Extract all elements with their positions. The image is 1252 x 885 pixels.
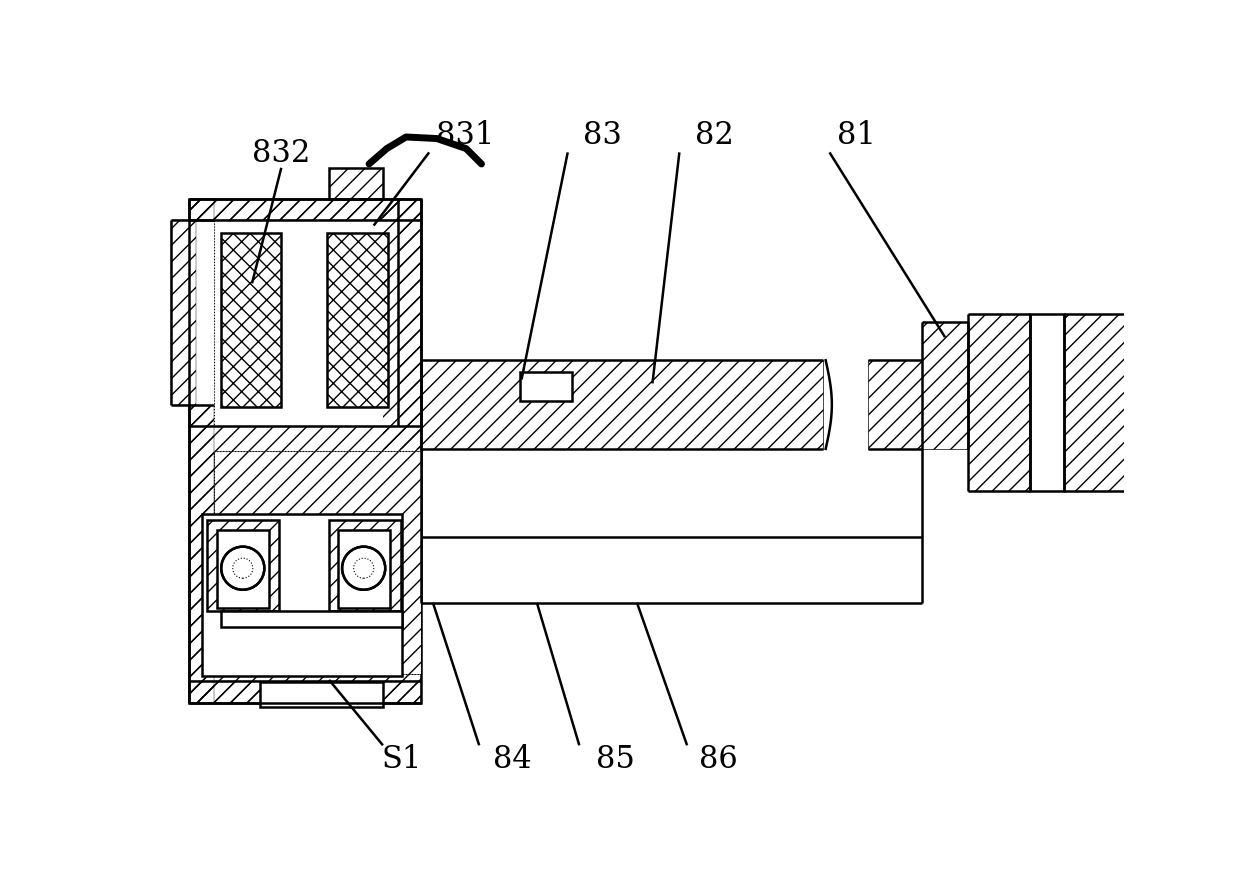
Bar — [202, 514, 402, 676]
Bar — [189, 198, 422, 220]
Text: 82: 82 — [695, 120, 734, 151]
Bar — [1029, 314, 1064, 491]
Bar — [189, 198, 422, 703]
Bar — [172, 220, 195, 405]
Bar — [218, 530, 269, 608]
Text: S1: S1 — [382, 743, 422, 774]
Bar — [214, 451, 422, 674]
Bar — [189, 198, 214, 703]
Bar — [968, 314, 1029, 491]
Bar — [329, 168, 383, 198]
Text: 85: 85 — [596, 743, 635, 774]
Bar — [259, 682, 383, 707]
Bar — [422, 360, 824, 449]
Bar — [214, 220, 398, 426]
Bar — [214, 451, 422, 674]
Bar — [214, 220, 398, 426]
Bar — [214, 451, 422, 674]
Bar — [189, 198, 214, 703]
Bar — [329, 519, 401, 611]
Bar — [222, 234, 282, 406]
Text: 832: 832 — [252, 138, 310, 169]
Bar — [222, 234, 282, 406]
Bar — [328, 234, 388, 406]
Bar — [208, 519, 279, 611]
Circle shape — [222, 547, 264, 589]
Bar — [383, 198, 422, 449]
Bar — [921, 322, 968, 449]
Bar — [338, 530, 389, 608]
Bar — [189, 681, 422, 703]
Text: 84: 84 — [493, 743, 532, 774]
Text: 86: 86 — [699, 743, 737, 774]
Bar — [222, 611, 402, 627]
Text: 81: 81 — [838, 120, 876, 151]
Text: 831: 831 — [436, 120, 495, 151]
Text: 83: 83 — [583, 120, 622, 151]
Bar — [868, 360, 921, 449]
Bar — [208, 519, 279, 611]
Circle shape — [342, 547, 386, 589]
Bar — [520, 372, 572, 401]
Bar — [329, 519, 401, 611]
Bar — [1064, 314, 1123, 491]
Bar — [328, 234, 388, 406]
Bar — [329, 168, 383, 198]
Bar — [172, 220, 214, 405]
